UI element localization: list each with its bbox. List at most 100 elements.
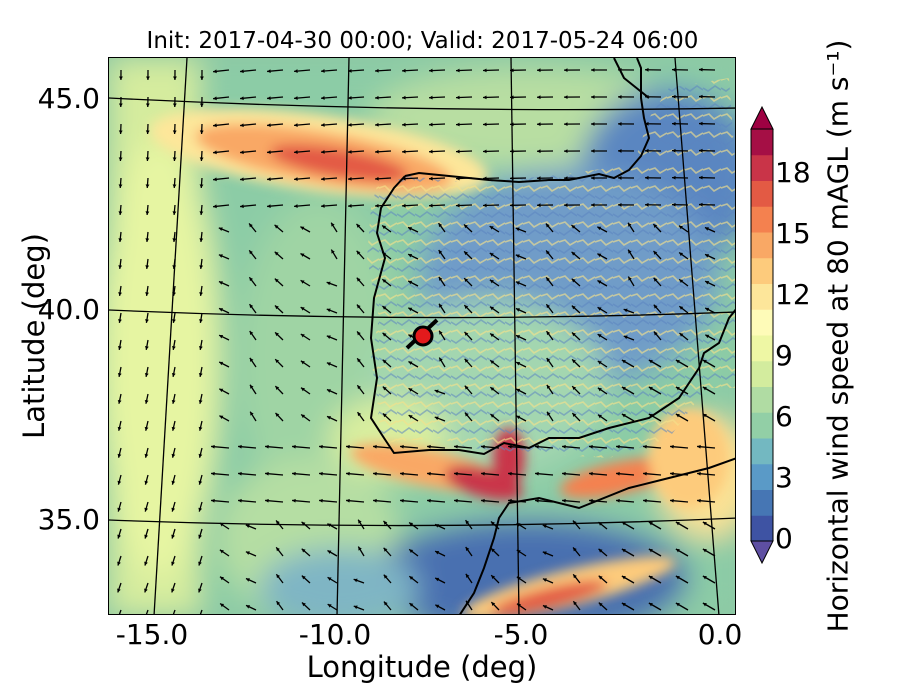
- wind-arrow-head: [402, 176, 406, 181]
- colorbar-extend-max: [750, 105, 774, 130]
- wind-arrow-head: [670, 498, 674, 503]
- wind-arrow-head: [276, 520, 280, 525]
- wind-arrow-head: [219, 388, 224, 393]
- wind-arrow-head: [597, 226, 602, 231]
- wind-arrow-head: [516, 388, 521, 393]
- wind-arrow-head: [508, 498, 512, 503]
- wind-arrow-head: [699, 94, 703, 99]
- wind-arrow-head: [219, 308, 224, 312]
- wind-arrow-head: [699, 121, 703, 126]
- wind-arrow-head: [144, 399, 149, 404]
- colorbar-cell: [751, 438, 773, 465]
- wind-arrow-head: [564, 203, 568, 208]
- wind-arrow-head: [653, 331, 658, 336]
- wind-arrow-head: [465, 520, 470, 525]
- wind-arrow-head: [346, 444, 350, 449]
- wind-arrow-head: [409, 603, 414, 607]
- wind-arrow-head: [294, 69, 298, 73]
- wind-arrow-head: [598, 548, 603, 553]
- wind-arrow-head: [358, 519, 362, 524]
- wind-arrow-head: [145, 211, 150, 215]
- colorbar-cell: [751, 360, 773, 387]
- wind-arrow-head: [697, 444, 701, 449]
- wind-arrow-head: [465, 573, 470, 578]
- wind-arrow-head: [491, 548, 495, 553]
- wind-arrow-head: [429, 122, 433, 127]
- wind-arrow-head: [118, 319, 122, 323]
- wind-arrow-head: [516, 523, 521, 527]
- wind-arrow-head: [356, 304, 361, 309]
- wind-arrow-head: [199, 292, 203, 296]
- wind-arrow-head: [211, 471, 215, 476]
- wind-arrow-head: [653, 277, 658, 282]
- wind-arrow-head: [618, 176, 622, 180]
- wind-arrow-head: [456, 203, 460, 208]
- wind-arrow-head: [429, 149, 433, 154]
- wind-arrow-head: [292, 444, 296, 449]
- wind-arrow-head: [357, 331, 361, 336]
- wind-arrow-head: [542, 605, 547, 609]
- wind-arrow-head: [515, 308, 520, 312]
- wind-arrow-head: [704, 227, 709, 231]
- wind-arrow-head: [464, 331, 469, 336]
- wind-arrow-head: [628, 222, 632, 227]
- wind-arrow-head: [171, 561, 175, 566]
- wind-arrow-head: [265, 498, 269, 503]
- wind-arrow-head: [117, 561, 121, 566]
- wind-arrow-head: [172, 292, 176, 296]
- wind-arrow-head: [623, 335, 628, 340]
- wind-arrow-head: [699, 148, 703, 153]
- wind-arrow-head: [510, 95, 514, 100]
- wind-arrow-head: [321, 150, 325, 154]
- wind-arrow-head: [510, 122, 514, 127]
- wind-arrow-head: [546, 277, 550, 282]
- wind-arrow-head: [516, 361, 521, 366]
- wind-arrow-head: [435, 604, 440, 609]
- wind-arrow-head: [375, 149, 379, 154]
- wind-arrow-head: [623, 308, 628, 313]
- wind-arrow-head: [346, 498, 350, 503]
- wind-arrow-head: [249, 277, 254, 282]
- wind-arrow-head: [515, 281, 520, 285]
- wind-arrow-head: [117, 480, 122, 485]
- wind-arrow-head: [510, 176, 514, 181]
- wind-arrow-head: [331, 222, 335, 227]
- wind-arrow-head: [438, 276, 443, 281]
- wind-arrow-head: [245, 578, 250, 582]
- wind-arrow-head: [172, 130, 177, 134]
- wind-arrow-head: [573, 574, 577, 579]
- wind-arrow-head: [144, 480, 149, 485]
- wind-arrow-head: [456, 149, 460, 154]
- wind-arrow-head: [702, 387, 707, 391]
- wind-arrow-head: [675, 387, 680, 391]
- wind-arrow-head: [546, 250, 550, 255]
- wind-arrow-head: [356, 250, 361, 255]
- wind-arrow-head: [219, 415, 224, 420]
- wind-arrow-head: [276, 547, 280, 552]
- x-tick-label: -5.0: [493, 618, 549, 651]
- wind-arrow-head: [327, 604, 332, 608]
- wind-arrow-head: [348, 203, 352, 208]
- wind-arrow-head: [199, 103, 204, 107]
- wind-arrow-head: [702, 522, 707, 526]
- wind-arrow-head: [618, 95, 622, 99]
- wind-arrow-head: [589, 471, 593, 476]
- wind-arrow-head: [571, 305, 576, 310]
- wind-arrow-head: [373, 444, 377, 449]
- wind-arrow-head: [481, 498, 485, 503]
- wind-arrow-head: [402, 68, 406, 73]
- wind-arrow-head: [670, 471, 674, 476]
- colorbar-cell: [751, 206, 773, 233]
- wind-arrow-head: [172, 319, 176, 323]
- wind-arrow-head: [358, 546, 362, 551]
- wind-arrow-head: [678, 225, 683, 230]
- wind-arrow-head: [382, 332, 387, 337]
- wind-arrow-head: [265, 444, 269, 449]
- wind-arrow-head: [375, 68, 379, 73]
- wind-arrow-head: [240, 96, 244, 101]
- wind-arrow-head: [267, 177, 271, 182]
- wind-arrow-head: [483, 176, 487, 181]
- wind-arrow-head: [481, 444, 485, 449]
- wind-arrow-head: [172, 157, 177, 161]
- wind-arrow-head: [326, 281, 331, 286]
